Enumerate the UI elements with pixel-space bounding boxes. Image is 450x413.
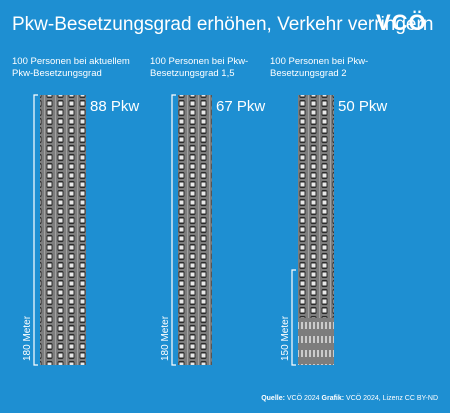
length-bracket: [171, 94, 176, 366]
panels: 100 Personen bei aktuellemPkw-Besetzungs…: [12, 56, 387, 366]
panel-label: 100 Personen bei aktuellem: [12, 56, 130, 67]
length-label: 150 Meter: [280, 315, 291, 361]
car-count: 67 Pkw: [216, 98, 265, 115]
footer: Quelle: VCÖ 2024 Grafik: VCÖ 2024, Lizen…: [261, 394, 438, 402]
length-bracket: [291, 269, 296, 366]
title: Pkw-Besetzungsgrad erhöhen, Verkehr verr…: [12, 14, 433, 35]
source: VCÖ 2024: [287, 394, 320, 402]
car-count: 50 Pkw: [338, 98, 387, 115]
logo: VCÖ: [376, 10, 427, 35]
panel-label: Pkw-Besetzungsgrad: [12, 68, 102, 79]
length-label: 180 Meter: [160, 315, 171, 361]
length-bracket: [33, 94, 38, 366]
panel-label: Besetzungsgrad 1,5: [150, 68, 235, 79]
graphic-label: Grafik:: [322, 395, 345, 402]
panel-label: 100 Personen bei Pkw-: [150, 56, 248, 67]
graphic: VCÖ 2024, Lizenz CC BY-ND: [346, 394, 438, 402]
cars: [178, 95, 212, 365]
source-label: Quelle:: [261, 395, 285, 402]
panel-label: Besetzungsgrad 2: [270, 68, 347, 79]
car-count: 88 Pkw: [90, 98, 139, 115]
length-label: 180 Meter: [22, 315, 33, 361]
cars: [298, 95, 334, 318]
panel-label: 100 Personen bei Pkw-: [270, 56, 368, 67]
cars: [40, 95, 86, 365]
